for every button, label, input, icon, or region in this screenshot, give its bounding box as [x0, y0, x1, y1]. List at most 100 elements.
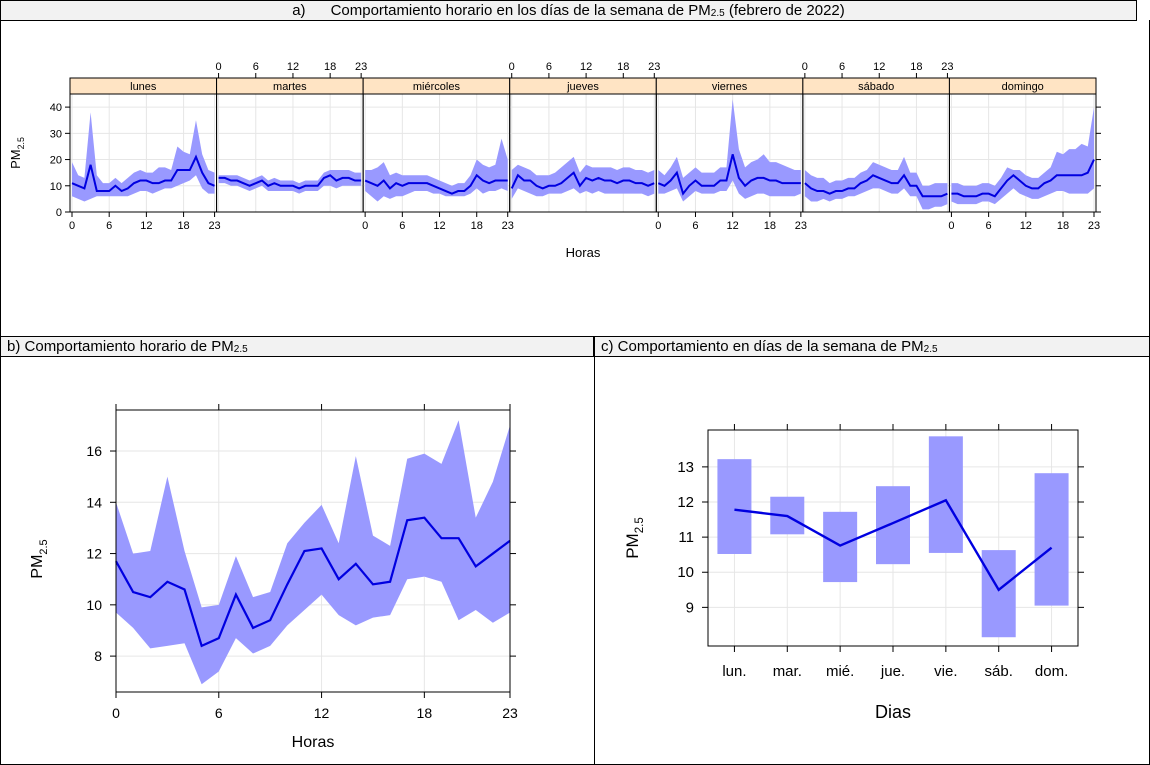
x-tick-label-top: 6: [546, 61, 552, 73]
x-tick-label: 12: [433, 220, 445, 232]
y-tick-label: 12: [677, 494, 694, 511]
x-axis-label: Dias: [875, 702, 911, 722]
y-tick-label: 10: [50, 181, 62, 193]
panel-c-title: Comportamiento en días de la semana de P…: [617, 338, 924, 355]
x-axis-label: Horas: [292, 734, 335, 751]
y-tick-label: 8: [94, 648, 102, 664]
mean-line: [115, 516, 511, 648]
x-tick-label-top: 18: [617, 61, 629, 73]
panel-b-label: b): [7, 338, 21, 355]
x-tick-label: 18: [471, 220, 483, 232]
interval-bar-4: [928, 436, 963, 553]
confidence-band-domingo: [951, 107, 1094, 205]
x-tick-label-top: 6: [839, 61, 845, 73]
x-tick-label-top: 18: [324, 61, 336, 73]
x-tick-label-top: 0: [216, 61, 222, 73]
x-tick-label: 23: [502, 705, 518, 721]
y-tick-label: 11: [678, 529, 694, 546]
x-tick-label-top: 0: [802, 61, 808, 73]
x-tick-label-top: 0: [509, 61, 515, 73]
x-tick-label: 6: [399, 220, 405, 232]
interval-bar-3: [876, 486, 910, 565]
y-tick-label: 14: [86, 494, 102, 510]
confidence-band-miércoles: [365, 138, 508, 202]
panel-a-title-tail: (febrero de 2022): [724, 2, 845, 19]
x-tick-label: 18: [177, 220, 189, 232]
x-tick-label: 0: [112, 705, 120, 721]
facet-label: jueves: [566, 81, 599, 93]
x-tick-label: 23: [208, 220, 220, 232]
facet-label: viernes: [712, 81, 748, 93]
x-tick-label: mié.: [826, 663, 854, 680]
y-tick-label: 13: [677, 459, 694, 476]
y-axis-label-main: PM: [8, 149, 23, 169]
panel-c-label: c): [601, 338, 614, 355]
x-tick-label: 6: [106, 220, 112, 232]
mean-line-jueves: [510, 171, 655, 190]
mean-line-viernes: [657, 154, 801, 196]
mean-line-sábado: [804, 173, 948, 198]
y-tick-label: 16: [86, 443, 102, 459]
y-axis-label: PM2.5: [29, 539, 50, 578]
y-axis-label: PM2.5: [623, 517, 646, 559]
x-tick-label: 12: [1020, 220, 1032, 232]
facet-6: domingo 0 6 12 18 23: [948, 77, 1100, 232]
facet-frame: [509, 93, 657, 213]
x-tick-label-top: 23: [941, 61, 953, 73]
x-tick-label: vie.: [934, 663, 957, 680]
x-tick-label-top: 18: [910, 61, 922, 73]
y-tick-label: 10: [86, 597, 102, 613]
panel-a-label: a): [292, 2, 306, 19]
x-tick-label: 6: [215, 705, 223, 721]
panel-b-title: Comportamiento horario de PM: [24, 338, 234, 355]
confidence-band: [116, 420, 510, 685]
x-tick-label-top: 6: [253, 61, 259, 73]
panel-c-title-sub: 2.5: [923, 344, 938, 355]
x-tick-label-top: 12: [873, 61, 885, 73]
confidence-band-martes: [218, 170, 362, 194]
facet-3: jueves 0 6 12 18 23: [509, 61, 660, 213]
y-tick-label: 0: [56, 207, 62, 219]
facet-frame: [948, 93, 1097, 213]
x-axis-label: Horas: [566, 245, 601, 260]
interval-bar-0: [717, 459, 752, 554]
y-axis-label-sub: 2.5: [634, 517, 646, 533]
x-tick-label: 6: [986, 220, 992, 232]
x-tick-label: dom.: [1035, 663, 1068, 680]
interval-bar-5: [981, 550, 1016, 638]
panel-b-header: b) Comportamiento horario de PM2.5: [0, 336, 594, 357]
y-axis-label-main: PM: [623, 533, 642, 559]
mean-line-lunes: [71, 154, 215, 193]
y-axis-label-sub: 2.5: [16, 137, 26, 149]
plot-frame: [115, 409, 511, 693]
mean-line-miércoles: [364, 173, 508, 195]
x-tick-label: 0: [655, 220, 661, 232]
x-tick-label: 6: [692, 220, 698, 232]
weekday-chart: lun. mar. mié. jue. vie. sáb. dom. 9 10 11 12 13 Dia…: [623, 424, 1084, 722]
panel-c-header: c) Comportamiento en días de la semana d…: [594, 336, 1150, 357]
y-tick-label: 12: [86, 546, 102, 562]
confidence-band-lunes: [72, 112, 215, 202]
x-tick-label: 0: [948, 220, 954, 232]
y-tick-label: 20: [50, 155, 62, 167]
x-tick-label: 0: [362, 220, 368, 232]
panel-a-title-sub: 2.5: [710, 8, 725, 19]
x-tick-label: 0: [69, 220, 75, 232]
facet-4: viernes 0 6 12 18 23: [655, 77, 807, 232]
x-tick-label: 23: [1088, 220, 1100, 232]
facet-0: lunes 0 6 12 18 23: [69, 77, 221, 232]
panel-a-header: a) Comportamiento horario en los días de…: [0, 0, 1137, 21]
facet-5: sábado 0 6 12 18 23: [802, 61, 954, 213]
interval-bar-2: [823, 511, 858, 583]
y-axis-label: PM2.5: [8, 137, 26, 169]
x-tick-label: jue.: [880, 663, 905, 680]
hourly-chart: 0 6 12 18 23 8 10 12 14 16 Horas PM2.5: [29, 404, 518, 751]
x-tick-label: 18: [417, 705, 433, 721]
interval-bar-6: [1034, 473, 1069, 606]
x-tick-label: 12: [140, 220, 152, 232]
mean-line-domingo: [951, 159, 1095, 198]
x-tick-label-top: 23: [648, 61, 660, 73]
x-tick-label: 18: [1057, 220, 1069, 232]
panel-b-title-sub: 2.5: [233, 344, 248, 355]
